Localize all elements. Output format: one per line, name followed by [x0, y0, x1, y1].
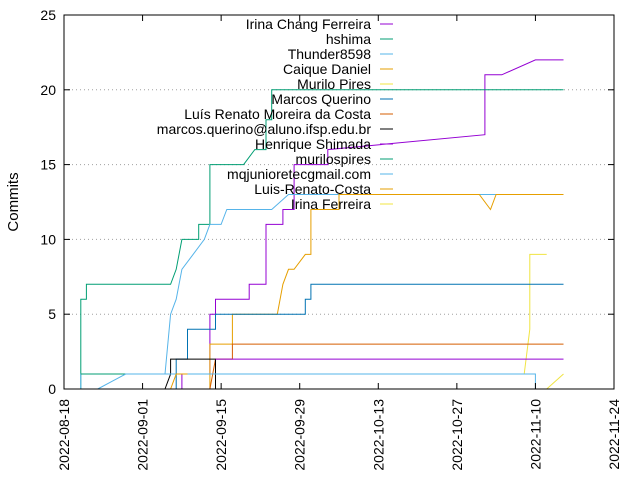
legend-label: Henrique Shimada	[255, 136, 371, 152]
series-line-3	[209, 194, 564, 389]
legend-label: Caique Daniel	[283, 61, 371, 77]
legend-label: marcos.querino@aluno.ifsp.edu.br	[157, 121, 372, 137]
series-line-1	[80, 89, 564, 389]
series-line-5	[175, 283, 564, 389]
plot-frame	[63, 14, 615, 390]
y-tick-label: 25	[40, 7, 56, 23]
y-tick-label: 10	[40, 231, 56, 247]
series-line-12	[546, 373, 564, 390]
legend-label: Thunder8598	[288, 46, 372, 62]
x-tick-label: 2022-09-15	[213, 399, 229, 471]
series-line-6	[209, 343, 564, 390]
series-line-2	[80, 194, 564, 389]
legend-label: Irina Ferreira	[291, 196, 371, 212]
x-tick-label: 2022-09-29	[292, 399, 308, 471]
legend-label: murilospires	[296, 151, 371, 167]
x-tick-label: 2022-09-01	[135, 399, 151, 471]
x-tick-label: 2022-11-24	[606, 399, 622, 470]
x-tick-label: 2022-11-10	[527, 399, 543, 470]
y-axis-label: Commits	[5, 172, 22, 231]
y-tick-label: 5	[48, 306, 56, 322]
series-line-7	[164, 358, 216, 390]
ticks: 0 5 10 15 20 25 2022-08-18 2022-09-01 2022-09-15…	[40, 7, 622, 471]
series-layer	[80, 59, 564, 390]
y-tick-label: 15	[40, 157, 56, 173]
series-line-11	[170, 373, 188, 390]
x-tick-label: 2022-08-18	[56, 399, 72, 471]
legend-label: Marcos Querino	[271, 91, 371, 107]
legend-label: mqjunioretecgmail.com	[227, 166, 371, 182]
series-line-0	[181, 59, 564, 389]
series-line-10	[97, 373, 536, 390]
x-tick-label: 2022-10-13	[370, 399, 386, 471]
legend-label: Luís Renato Moreira da Costa	[184, 106, 371, 122]
legend-label: Irina Chang Ferreira	[246, 16, 371, 32]
y-tick-label: 0	[48, 381, 56, 397]
legend: Irina Chang FerreirahshimaThunder8598Cai…	[157, 16, 393, 212]
legend-label: hshima	[326, 31, 371, 47]
y-tick-label: 20	[40, 82, 56, 98]
x-tick-label: 2022-10-27	[449, 399, 465, 471]
legend-label: Luis-Renato-Costa	[254, 181, 371, 197]
legend-label: Murilo Pires	[297, 76, 371, 92]
